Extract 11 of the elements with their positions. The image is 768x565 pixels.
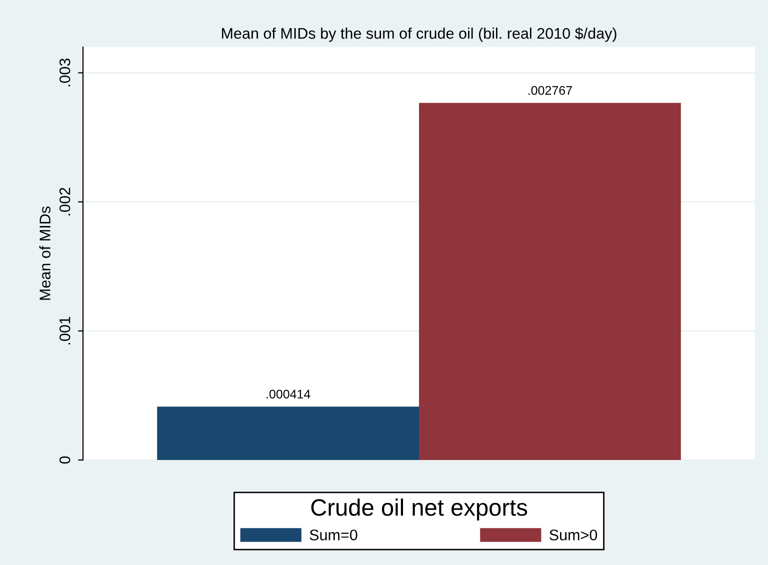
chart-title: Mean of MIDs by the sum of crude oil (bil. real 2010 $/day) — [222, 27, 616, 42]
data-label: .002767 — [528, 86, 572, 95]
y-tick-label: .001 — [59, 316, 70, 344]
legend-title: Crude oil net exports — [311, 498, 528, 521]
data-label: .000414 — [266, 390, 310, 399]
legend-label: Sum=0 — [310, 530, 358, 540]
y-tick-label: .002 — [59, 188, 70, 216]
y-tick-label: 0 — [59, 456, 70, 464]
legend-label: Sum>0 — [550, 530, 598, 540]
y-axis-title: Mean of MIDs — [39, 206, 50, 300]
y-tick-label: .003 — [59, 58, 70, 86]
